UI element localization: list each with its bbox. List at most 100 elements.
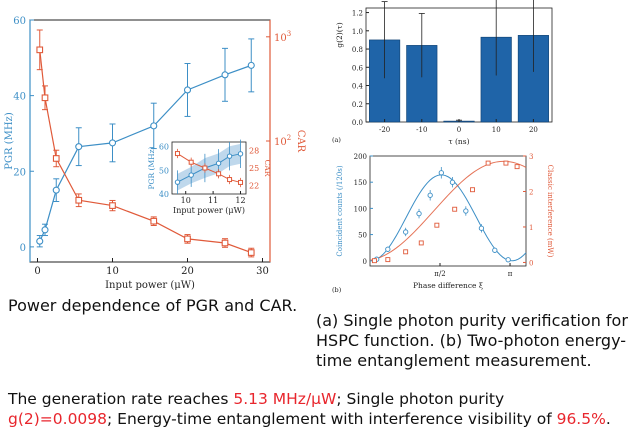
- x-tick-label: 30: [256, 266, 269, 277]
- inset-y2-tick-label: 25: [249, 164, 259, 173]
- inset-car-point: [202, 165, 208, 171]
- car-point: [150, 217, 158, 225]
- y-axis-label: PGR (MHz): [4, 112, 15, 170]
- summary-text: The generation rate reaches 5.13 MHz/μW;…: [8, 389, 636, 429]
- inset-car-point: [174, 151, 180, 157]
- classic-fit-curve: [369, 160, 527, 261]
- fringe-y2-tick-label: 3: [529, 153, 533, 161]
- y2-axis-label: CAR: [295, 130, 306, 153]
- y2-tick-exponent: 3: [287, 30, 291, 38]
- fringe-y-tick-label: 100: [354, 205, 367, 213]
- bar-x-tick-label: 10: [492, 126, 501, 134]
- coincidence-fit-curve: [369, 174, 527, 262]
- right-caption-line1: (a) Single photon purity verification fo…: [316, 311, 628, 330]
- inset-car-point: [216, 171, 222, 177]
- coincidence-point: [492, 247, 498, 253]
- inset-pgr-point: [237, 151, 244, 157]
- classic-point: [372, 258, 377, 264]
- classic-point: [385, 257, 391, 263]
- summary-part3: ; Energy-time entanglement with interfer…: [107, 410, 557, 428]
- coincidence-point: [505, 257, 511, 263]
- summary-rate: 5.13 MHz/μW: [233, 390, 337, 408]
- inset-y-tick-label: 40: [159, 190, 169, 199]
- classic-point: [470, 187, 475, 193]
- bar-x-tick-label: 0: [457, 126, 461, 134]
- x-tick-label: 20: [181, 266, 194, 277]
- fringe-y-tick-label: 50: [358, 232, 367, 240]
- inset-car-point: [188, 159, 194, 165]
- classic-point: [434, 222, 440, 228]
- pgr-point: [41, 226, 49, 234]
- right-caption: (a) Single photon purity verification fo…: [316, 311, 638, 371]
- coincidence-point: [427, 192, 433, 198]
- bar-y-tick-label: 0.0: [352, 119, 363, 127]
- coincidence-point: [449, 179, 456, 185]
- inset-y2-tick-label: 28: [249, 147, 259, 156]
- bar-y-tick-label: 0.4: [352, 83, 364, 91]
- bar-y-tick-label: 1.0: [352, 28, 363, 36]
- summary-part2: ; Single photon purity: [336, 390, 505, 408]
- fringe-y-tick-label: 150: [354, 179, 367, 187]
- coincidence-point: [416, 210, 422, 217]
- fringe-x-tick-label: π/2: [434, 270, 445, 278]
- bar-y-tick-label: 0.2: [352, 101, 363, 109]
- car-point: [221, 239, 229, 247]
- bar-x-tick-label: 20: [529, 126, 538, 134]
- g2-bar-chart: 0.0 0.2 0.4 0.6 0.8 1.0 1.2 -20 -10 0 10 20 τ (ns) g(…: [332, 0, 553, 146]
- summary-part1: The generation rate reaches: [8, 390, 234, 408]
- bar-x-tick-label: -10: [416, 126, 427, 134]
- car-point: [184, 235, 191, 243]
- y2-tick-label: 103: [274, 30, 291, 44]
- y2-tick-label: 102: [274, 134, 291, 148]
- inset-car-point: [227, 177, 233, 183]
- classic-point: [403, 249, 409, 255]
- fringe-y2-tick-label: 1: [529, 224, 533, 232]
- fringe-y2-tick-label: 2: [529, 188, 533, 196]
- inset-pgr-point: [174, 179, 181, 185]
- fringe-x-axis-label: Phase difference ξ: [413, 281, 483, 290]
- y-tick-label: 40: [13, 92, 26, 103]
- pgr-point: [36, 237, 44, 245]
- inset-x-tick-label: 12: [235, 196, 245, 205]
- fringe-x-tick-label: π: [508, 270, 513, 278]
- inset-y2-axis-label: CAR: [263, 160, 272, 177]
- pgr-point: [183, 86, 192, 94]
- classic-point: [514, 164, 520, 170]
- summary-visibility: 96.5%: [556, 410, 606, 428]
- inset-pgr-point: [215, 160, 222, 166]
- pgr-point: [150, 122, 158, 130]
- coincidence-point: [438, 170, 444, 176]
- fringe-plot-frame: [369, 155, 527, 267]
- car-point: [41, 94, 49, 102]
- bar-y-tick-label: 0.8: [352, 46, 363, 54]
- y-tick-label: 0: [20, 243, 26, 254]
- pgr-point: [221, 71, 229, 79]
- pgr-point: [247, 61, 255, 69]
- inset-y2-tick-label: 22: [249, 181, 259, 190]
- car-point: [109, 202, 116, 209]
- classic-point: [485, 160, 491, 166]
- bar-x-axis-label: τ (ns): [448, 137, 469, 146]
- bar-y-tick-label: 1.2: [352, 10, 363, 18]
- fringe-y-tick-label: 200: [354, 153, 367, 161]
- panel-label-a: (a): [332, 136, 341, 144]
- panel-label-b: (b): [332, 286, 342, 294]
- classic-point: [503, 160, 509, 166]
- bar-x-tick-label: -20: [379, 126, 390, 134]
- left-caption: Power dependence of PGR and CAR.: [8, 296, 298, 315]
- summary-part4: .: [605, 410, 611, 428]
- classic-point: [418, 240, 424, 246]
- coincidence-point: [403, 229, 409, 235]
- inset-y-tick-label: 60: [159, 143, 169, 152]
- x-tick-label: 0: [34, 266, 40, 277]
- interference-chart: 0 50 100 150 200 0 1 2 3 π/2 π Phase difference ξ Co…: [332, 153, 554, 294]
- car-point: [52, 155, 60, 162]
- inset-x-tick-label: 10: [181, 196, 191, 205]
- inset-car-point: [238, 179, 244, 185]
- coincidence-point: [385, 246, 391, 252]
- summary-g2: g(2)=0.0098: [8, 410, 108, 428]
- bar-y-tick-label: 0.6: [352, 64, 364, 72]
- car-point: [247, 249, 255, 256]
- pgr-point: [75, 143, 83, 151]
